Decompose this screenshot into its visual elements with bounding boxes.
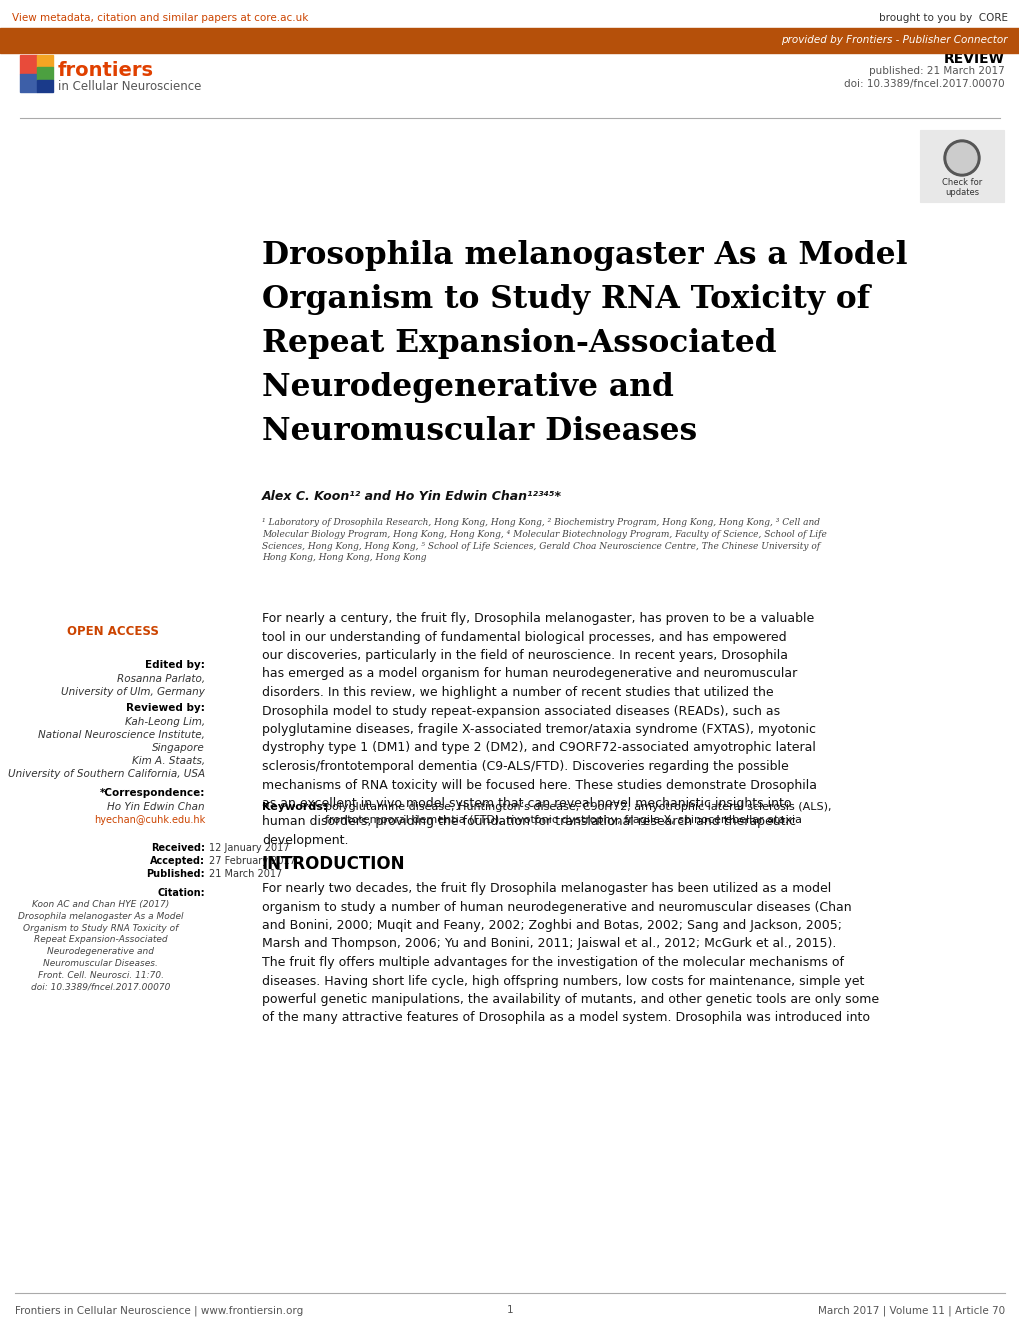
Text: Citation:: Citation:: [157, 888, 205, 898]
Text: doi: 10.3389/fncel.2017.00070: doi: 10.3389/fncel.2017.00070: [844, 79, 1004, 89]
Text: published: 21 March 2017: published: 21 March 2017: [868, 65, 1004, 76]
Text: hyechan@cuhk.edu.hk: hyechan@cuhk.edu.hk: [94, 814, 205, 825]
Text: INTRODUCTION: INTRODUCTION: [262, 854, 406, 873]
Circle shape: [943, 140, 979, 176]
Text: For nearly a century, the fruit fly, Drosophila melanogaster, has proven to be a: For nearly a century, the fruit fly, Dro…: [262, 611, 816, 846]
Text: 1: 1: [506, 1306, 513, 1315]
Text: University of Ulm, Germany: University of Ulm, Germany: [61, 688, 205, 697]
Text: Reviewed by:: Reviewed by:: [126, 704, 205, 713]
Bar: [20, 55, 37, 73]
Bar: [919, 129, 1003, 202]
Text: ¹ Laboratory of Drosophila Research, Hong Kong, Hong Kong, ² Biochemistry Progra: ¹ Laboratory of Drosophila Research, Hon…: [262, 518, 826, 562]
Text: Kim A. Staats,: Kim A. Staats,: [131, 756, 205, 766]
Text: University of Southern California, USA: University of Southern California, USA: [8, 769, 205, 780]
Text: *Correspondence:: *Correspondence:: [100, 788, 205, 798]
Text: Drosophila melanogaster As a Model: Drosophila melanogaster As a Model: [262, 240, 907, 271]
Text: Organism to Study RNA Toxicity of: Organism to Study RNA Toxicity of: [262, 284, 869, 315]
Text: polyglutamine disease, Huntington’s disease, C9orf72, amyotrophic lateral sclero: polyglutamine disease, Huntington’s dise…: [325, 802, 830, 825]
Circle shape: [946, 143, 976, 174]
Text: View metadata, citation and similar papers at core.ac.uk: View metadata, citation and similar pape…: [12, 13, 308, 23]
Text: OPEN ACCESS: OPEN ACCESS: [67, 625, 159, 638]
Text: in Cellular Neuroscience: in Cellular Neuroscience: [58, 80, 201, 92]
Text: Singapore: Singapore: [152, 744, 205, 753]
Text: National Neuroscience Institute,: National Neuroscience Institute,: [38, 730, 205, 740]
Text: Accepted:: Accepted:: [150, 856, 205, 866]
Bar: [0, 28, 1019, 53]
Text: Rosanna Parlato,: Rosanna Parlato,: [117, 674, 205, 684]
Text: Received:: Received:: [151, 842, 205, 853]
Bar: [37, 67, 53, 80]
Text: Kah-Leong Lim,: Kah-Leong Lim,: [124, 717, 205, 728]
Text: 27 February 2017: 27 February 2017: [209, 856, 296, 866]
Text: Check for
updates: Check for updates: [941, 178, 981, 198]
Text: Edited by:: Edited by:: [145, 659, 205, 670]
Text: Neurodegenerative and: Neurodegenerative and: [262, 372, 674, 403]
Text: Koon AC and Chan HYE (2017)
Drosophila melanogaster As a Model
Organism to Study: Koon AC and Chan HYE (2017) Drosophila m…: [18, 900, 183, 992]
Text: Frontiers in Cellular Neuroscience | www.frontiersin.org: Frontiers in Cellular Neuroscience | www…: [15, 1306, 303, 1315]
Text: Alex C. Koon¹² and Ho Yin Edwin Chan¹²³⁴⁵*: Alex C. Koon¹² and Ho Yin Edwin Chan¹²³⁴…: [262, 490, 561, 503]
Text: 21 March 2017: 21 March 2017: [209, 869, 282, 878]
Text: provided by Frontiers - Publisher Connector: provided by Frontiers - Publisher Connec…: [781, 35, 1007, 45]
Text: 12 January 2017: 12 January 2017: [209, 842, 289, 853]
Text: REVIEW: REVIEW: [944, 52, 1004, 65]
Text: Ho Yin Edwin Chan: Ho Yin Edwin Chan: [107, 802, 205, 812]
Text: March 2017 | Volume 11 | Article 70: March 2017 | Volume 11 | Article 70: [817, 1306, 1004, 1315]
Text: frontiers: frontiers: [58, 61, 154, 80]
Text: Neuromuscular Diseases: Neuromuscular Diseases: [262, 417, 696, 447]
Bar: [37, 55, 53, 67]
Bar: [20, 73, 37, 92]
Text: Keywords:: Keywords:: [262, 802, 327, 812]
Text: For nearly two decades, the fruit fly Drosophila melanogaster has been utilized : For nearly two decades, the fruit fly Dr…: [262, 882, 878, 1024]
Bar: [37, 80, 53, 92]
Text: brought to you by  CORE: brought to you by CORE: [878, 13, 1007, 23]
Text: Repeat Expansion-Associated: Repeat Expansion-Associated: [262, 328, 775, 359]
Text: Published:: Published:: [147, 869, 205, 878]
